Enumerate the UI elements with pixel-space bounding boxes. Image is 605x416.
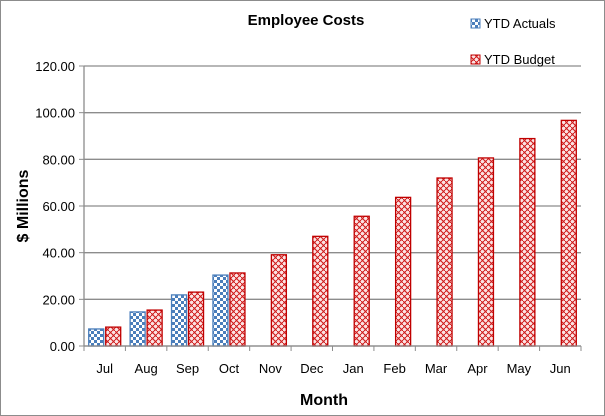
x-tick-label: Feb: [383, 361, 405, 376]
legend: YTD Actuals YTD Budget: [470, 16, 556, 67]
y-tick-label: 120.00: [35, 59, 75, 74]
bar-ytd-budget-jul: [105, 326, 122, 347]
y-tick-label: 80.00: [42, 152, 75, 167]
x-tick-label: May: [507, 361, 532, 376]
bar-ytd-budget-jun: [560, 119, 577, 347]
x-tick-label: Nov: [259, 361, 283, 376]
y-tick-label: 100.00: [35, 106, 75, 121]
x-axis-label: Month: [300, 392, 348, 409]
bar-ytd-budget-may: [519, 137, 536, 347]
bar-ytd-budget-sep: [187, 291, 205, 347]
x-tick-label: Sep: [176, 361, 199, 376]
bar-ytd-actuals-aug: [129, 311, 146, 347]
y-tick-label: 20.00: [42, 292, 75, 307]
legend-label-budget: YTD Budget: [484, 52, 555, 67]
y-axis-label: $ Millions: [15, 169, 32, 242]
x-tick-label: Mar: [425, 361, 448, 376]
chart-title: Employee Costs: [248, 12, 365, 29]
x-tick-label: Apr: [467, 361, 488, 376]
bar-ytd-actuals-sep: [170, 294, 188, 347]
bar-ytd-actuals-jul: [88, 328, 105, 347]
legend-swatch-actuals: [470, 18, 481, 29]
bar-ytd-budget-mar: [436, 177, 453, 347]
x-tick-label: Jan: [343, 361, 364, 376]
y-tick-label: 60.00: [42, 199, 75, 214]
bar-ytd-budget-feb: [394, 196, 412, 347]
bar-ytd-budget-oct: [229, 272, 246, 347]
x-tick-label: Jun: [550, 361, 571, 376]
bar-ytd-budget-dec: [312, 235, 329, 347]
legend-label-actuals: YTD Actuals: [484, 16, 556, 31]
x-tick-label: Aug: [135, 361, 158, 376]
x-tick-label: Jul: [96, 361, 113, 376]
bar-ytd-budget-apr: [477, 157, 495, 347]
x-tick-label: Dec: [300, 361, 324, 376]
bar-ytd-actuals-oct: [212, 274, 229, 347]
bar-ytd-budget-jan: [353, 215, 370, 347]
y-tick-label: 40.00: [42, 246, 75, 261]
bar-ytd-budget-aug: [146, 309, 163, 347]
x-tick-label: Oct: [219, 361, 240, 376]
bar-ytd-budget-nov: [270, 254, 288, 347]
y-tick-label: 0.00: [50, 339, 75, 354]
legend-swatch-budget: [470, 54, 481, 65]
